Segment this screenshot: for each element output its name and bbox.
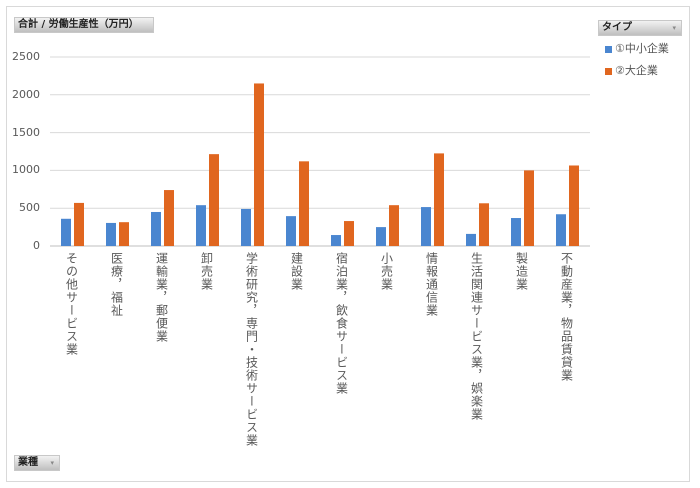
axis-field-label: 業種 bbox=[18, 457, 38, 468]
bar-sme[interactable] bbox=[331, 235, 341, 246]
legend-item-large[interactable]: ②大企業 bbox=[605, 62, 658, 78]
bar-large[interactable] bbox=[344, 221, 354, 246]
bar-sme[interactable] bbox=[106, 222, 116, 246]
x-tick-label: 建設業 bbox=[289, 252, 304, 291]
y-tick-label: 1000 bbox=[12, 163, 40, 177]
legend-field-label: タイプ bbox=[602, 22, 632, 33]
legend-label: ②大企業 bbox=[615, 64, 658, 77]
bar-large[interactable] bbox=[389, 205, 399, 246]
bar-sme[interactable] bbox=[286, 216, 296, 246]
y-tick-label: 2500 bbox=[12, 50, 40, 63]
legend-field-button[interactable]: タイプ ▾ bbox=[598, 20, 682, 36]
bar-large[interactable] bbox=[164, 190, 174, 246]
dropdown-icon[interactable]: ▾ bbox=[672, 24, 676, 32]
x-tick-label: 学術研究，専門・技術サービス業 bbox=[244, 252, 259, 447]
bar-large[interactable] bbox=[254, 83, 264, 247]
bar-sme[interactable] bbox=[466, 233, 476, 246]
bar-sme[interactable] bbox=[511, 218, 521, 246]
x-tick-label: 運輸業，郵便業 bbox=[154, 252, 169, 343]
legend-label: ①中小企業 bbox=[615, 42, 669, 55]
bar-large[interactable] bbox=[119, 222, 129, 246]
x-tick-label: 情報通信業 bbox=[424, 252, 439, 317]
legend-item-sme[interactable]: ①中小企業 bbox=[605, 40, 669, 56]
bar-large[interactable] bbox=[74, 202, 84, 246]
x-tick-label: 不動産業，物品賃貸業 bbox=[559, 252, 574, 382]
axis-field-button[interactable]: 業種 ▾ bbox=[14, 455, 60, 471]
x-tick-label: 卸売業 bbox=[199, 252, 214, 291]
legend-swatch bbox=[605, 45, 612, 53]
y-tick-label: 1500 bbox=[12, 125, 40, 139]
chart-area bbox=[6, 6, 690, 482]
bar-large[interactable] bbox=[209, 154, 219, 246]
y-tick-label: 500 bbox=[19, 201, 40, 215]
bar-sme[interactable] bbox=[61, 218, 71, 246]
x-tick-label: 小売業 bbox=[379, 252, 394, 291]
bar-large[interactable] bbox=[479, 203, 489, 246]
bar-sme[interactable] bbox=[196, 205, 206, 246]
dropdown-icon[interactable]: ▾ bbox=[50, 459, 54, 467]
bar-large[interactable] bbox=[299, 161, 309, 246]
bar-sme[interactable] bbox=[556, 214, 566, 246]
bar-sme[interactable] bbox=[376, 227, 386, 246]
value-field-label: 合計 / 労働生産性（万円） bbox=[18, 19, 139, 30]
bar-sme[interactable] bbox=[241, 208, 251, 246]
bar-large[interactable] bbox=[569, 165, 579, 246]
y-tick-label: 2000 bbox=[12, 87, 40, 101]
x-tick-label: その他サービス業 bbox=[64, 252, 79, 356]
x-tick-label: 製造業 bbox=[514, 252, 529, 291]
bar-large[interactable] bbox=[434, 153, 444, 246]
legend-swatch bbox=[605, 67, 612, 75]
x-tick-label: 医療，福祉 bbox=[109, 252, 124, 317]
x-tick-label: 宿泊業，飲食サービス業 bbox=[334, 252, 349, 395]
bar-large[interactable] bbox=[524, 170, 534, 246]
value-field-button[interactable]: 合計 / 労働生産性（万円） bbox=[14, 17, 154, 33]
bar-sme[interactable] bbox=[151, 211, 161, 246]
x-tick-label: 生活関連サービス業，娯楽業 bbox=[469, 252, 484, 421]
bar-sme[interactable] bbox=[421, 207, 431, 246]
y-tick-label: 0 bbox=[33, 239, 40, 252]
